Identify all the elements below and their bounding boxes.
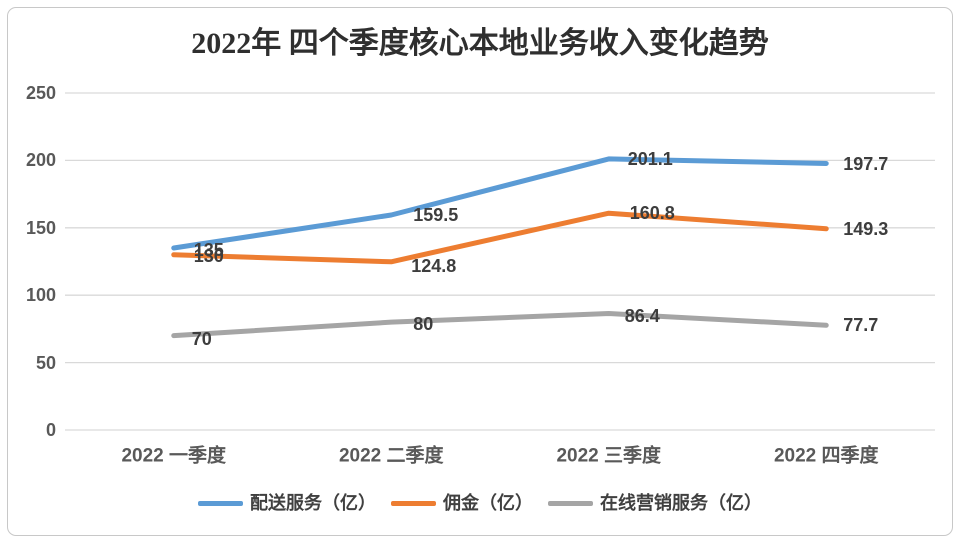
x-category-label: 2022 二季度: [338, 445, 444, 467]
legend-label: 在线营销服务（亿）: [600, 493, 762, 513]
y-tick-label: 50: [35, 352, 56, 373]
legend-item: 在线营销服务（亿）: [548, 494, 762, 512]
legend-swatch: [391, 500, 436, 506]
legend-item: 配送服务（亿）: [198, 494, 376, 512]
series-line-2: [171, 311, 829, 339]
legend-swatch: [198, 500, 243, 506]
data-label: 70: [191, 328, 212, 349]
legend-label: 佣金（亿）: [443, 493, 533, 513]
data-label: 86.4: [624, 305, 660, 326]
data-label: 149.3: [843, 218, 889, 239]
x-category-label: 2022 三季度: [556, 445, 662, 467]
x-category-label: 2022 一季度: [121, 445, 227, 467]
series-line-1: [171, 210, 829, 265]
legend-label: 配送服务（亿）: [250, 493, 376, 513]
y-tick-label: 200: [25, 150, 56, 171]
data-label: 80: [413, 314, 434, 335]
data-label: 77.7: [843, 315, 879, 336]
data-label: 159.5: [413, 204, 459, 225]
series-line-0: [171, 156, 829, 251]
y-tick-label: 250: [25, 83, 56, 103]
data-label: 160.8: [629, 203, 675, 224]
y-tick-label: 150: [25, 217, 56, 238]
chart-title: 2022年 四个季度核心本地业务收入变化趋势: [191, 27, 769, 60]
data-label: 197.7: [843, 153, 889, 174]
data-label: 135: [193, 240, 224, 261]
legend-swatch: [548, 500, 593, 506]
data-label: 124.8: [411, 255, 457, 276]
y-tick-label: 0: [45, 420, 56, 440]
legend: 配送服务（亿） 佣金（亿） 在线营销服务（亿）: [0, 494, 960, 512]
legend-item: 佣金（亿）: [391, 494, 533, 512]
data-label: 201.1: [627, 148, 673, 169]
data-label: 130: [193, 245, 224, 266]
page-border-frame: [7, 7, 953, 536]
y-tick-label: 100: [25, 285, 56, 306]
x-category-label: 2022 四季度: [773, 445, 879, 467]
